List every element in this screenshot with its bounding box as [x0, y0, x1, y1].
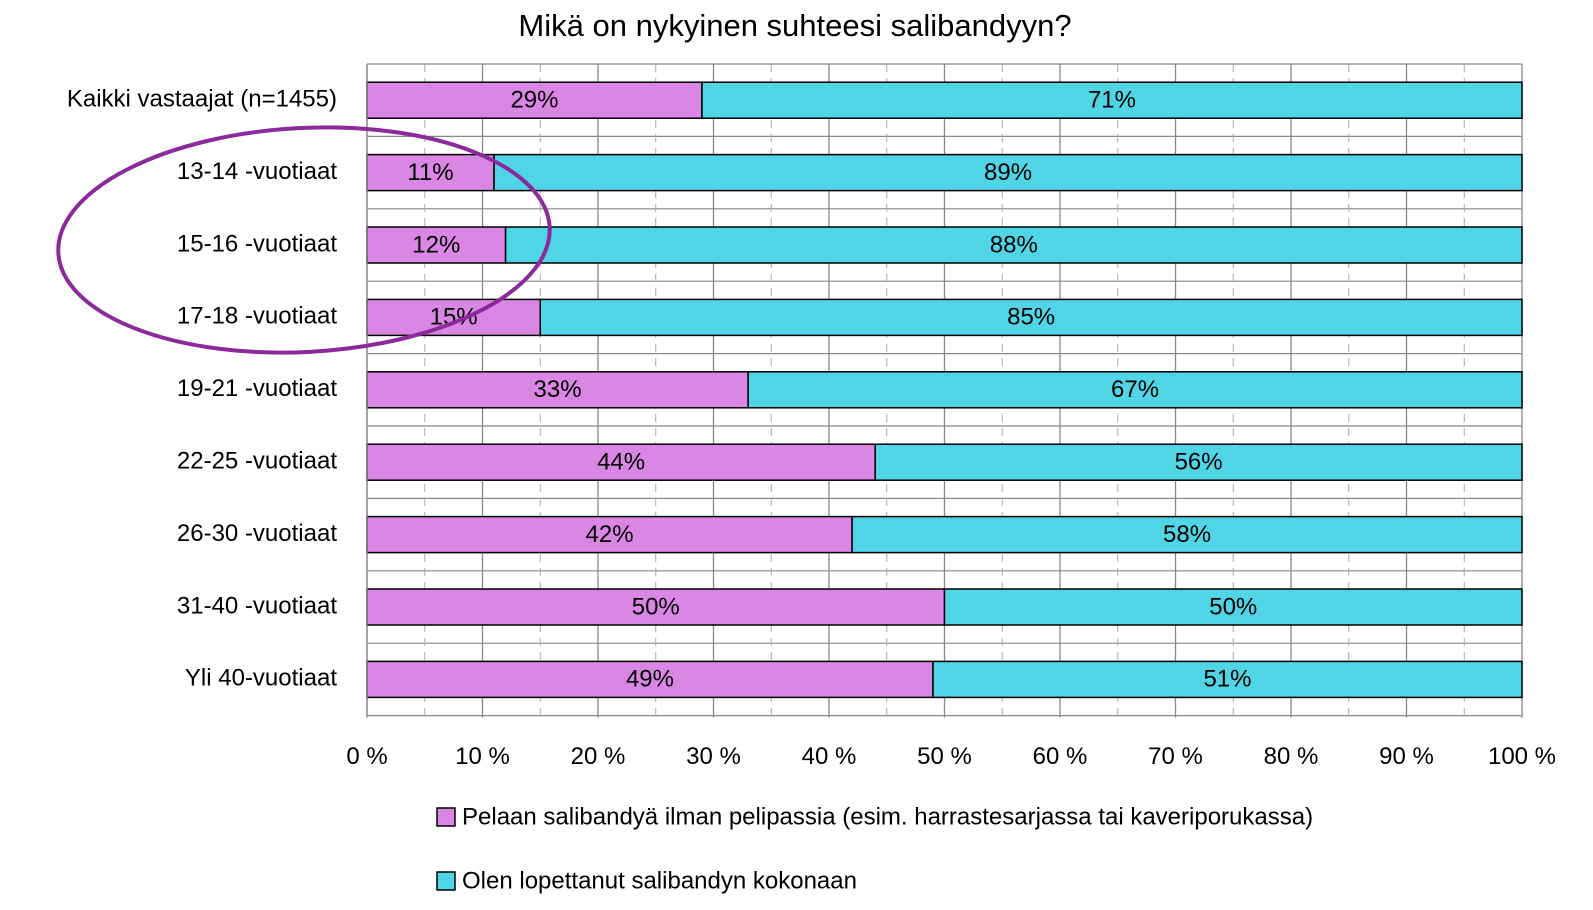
bar-segment: [366, 371, 749, 409]
value-label: 33%: [534, 376, 582, 403]
x-tick-label: 10 %: [455, 743, 510, 770]
y-tick-label: Kaikki vastaajat (n=1455): [67, 86, 337, 113]
bar-segment: [747, 371, 1523, 409]
value-label: 71%: [1088, 87, 1136, 114]
bar-segment: [366, 81, 703, 119]
value-label: 42%: [586, 521, 634, 548]
bar-segment: [851, 515, 1523, 554]
x-tick-label: 0 %: [346, 743, 387, 770]
value-label: 29%: [510, 87, 558, 114]
bar-segment: [366, 515, 853, 554]
chart-title: Mikä on nykyinen suhteesi salibandyyn?: [518, 8, 1071, 43]
bar-segment: [504, 226, 1523, 264]
value-label: 56%: [1175, 449, 1223, 476]
y-tick-label: 19-21 -vuotiaat: [177, 375, 337, 402]
highlight-ellipse: [56, 125, 552, 355]
legend-swatch: [436, 807, 456, 827]
bar-segment: [366, 588, 946, 626]
x-tick-label: 80 %: [1264, 743, 1319, 770]
value-label: 58%: [1163, 521, 1211, 548]
value-label: 88%: [990, 231, 1038, 258]
x-tick-label: 60 %: [1033, 743, 1088, 770]
value-label: 51%: [1203, 666, 1251, 693]
x-tick-label: 40 %: [802, 743, 857, 770]
y-tick-label: 17-18 -vuotiaat: [177, 303, 337, 330]
value-label: 44%: [597, 449, 645, 476]
value-label: 89%: [984, 159, 1032, 186]
bar-segment: [932, 660, 1523, 699]
x-tick-label: 90 %: [1379, 743, 1434, 770]
x-tick-label: 50 %: [917, 743, 972, 770]
x-tick-label: 20 %: [571, 743, 626, 770]
value-label: 49%: [626, 666, 674, 693]
bar-segment: [493, 153, 1523, 192]
bar-segment: [943, 588, 1523, 626]
bar-segment: [366, 660, 934, 699]
y-tick-label: 13-14 -vuotiaat: [177, 158, 337, 185]
y-tick-label: 26-30 -vuotiaat: [177, 520, 337, 547]
value-label: 50%: [632, 593, 680, 620]
value-label: 85%: [1007, 304, 1055, 331]
value-label: 50%: [1209, 593, 1257, 620]
x-tick-label: 30 %: [686, 743, 741, 770]
bar-segment: [701, 81, 1523, 119]
y-tick-label: 22-25 -vuotiaat: [177, 448, 337, 475]
bar-segment: [539, 298, 1523, 337]
bar-segment: [874, 443, 1523, 481]
bar-segment: [366, 298, 541, 337]
legend-swatch: [436, 871, 456, 891]
bar-segment: [366, 443, 876, 481]
legend-label: Pelaan salibandyä ilman pelipassia (esim…: [462, 803, 1313, 830]
plot: 0 % 10 % 20 % 30 % 40 % 50 % 60 % 70 % 80 % 90 % 1…: [67, 63, 1556, 894]
value-label: 11%: [407, 159, 453, 186]
y-tick-label: 15-16 -vuotiaat: [177, 230, 337, 257]
y-tick-label: Yli 40-vuotiaat: [185, 665, 337, 692]
x-tick-label: 70 %: [1148, 743, 1203, 770]
value-label: 67%: [1111, 376, 1159, 403]
legend-label: Olen lopettanut salibandyn kokonaan: [462, 867, 857, 894]
y-tick-label: 31-40 -vuotiaat: [177, 592, 337, 619]
value-label: 12%: [412, 231, 460, 258]
x-tick-label: 100 %: [1488, 743, 1556, 770]
